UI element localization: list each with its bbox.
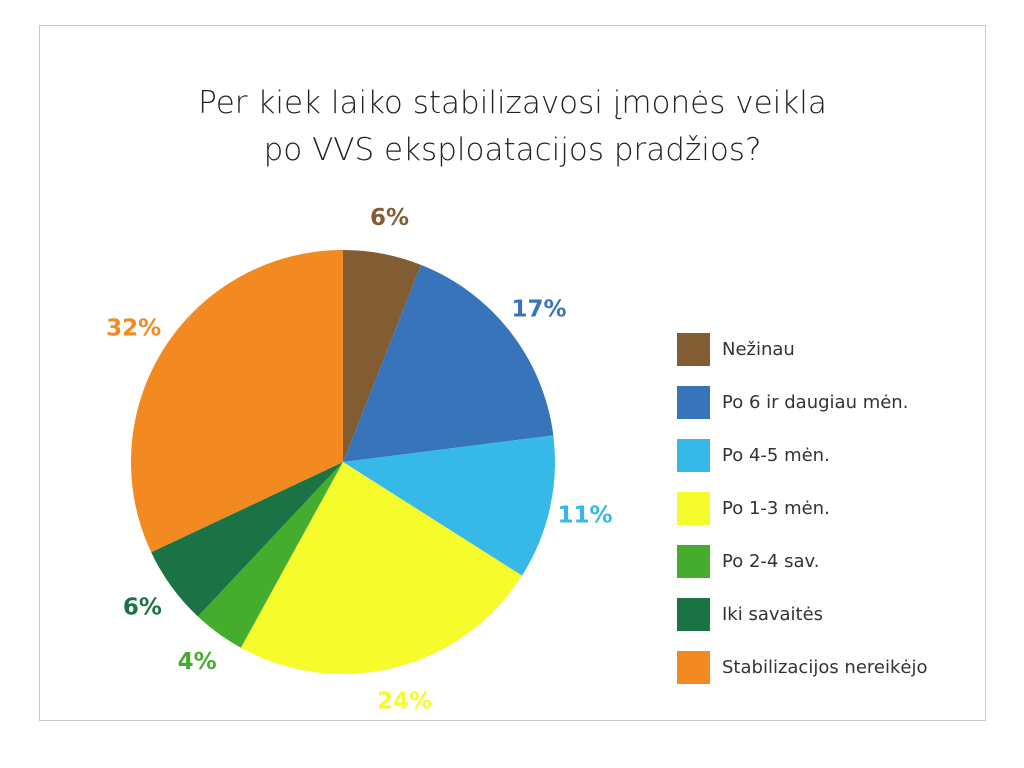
legend-label: Po 2-4 sav.	[722, 550, 820, 572]
legend-swatch	[677, 597, 710, 631]
legend-label: Iki savaitės	[722, 603, 824, 625]
pie-slice-label-5: 6%	[123, 594, 162, 620]
pie-slice-label-6: 32%	[106, 316, 161, 342]
legend-item-1: Po 6 ir daugiau mėn.	[677, 385, 908, 419]
pie-slice-label-1: 17%	[511, 297, 566, 323]
legend-swatch	[677, 385, 710, 419]
pie-slice-3	[240, 462, 522, 675]
pie-slice-label-3: 24%	[377, 689, 432, 715]
legend-swatch	[677, 491, 710, 525]
pie-slice-label-0: 6%	[370, 205, 409, 231]
legend-swatch	[677, 438, 710, 472]
legend-item-0: Nežinau	[677, 332, 795, 366]
chart-title-line-1: Per kiek laiko stabilizavosi įmonės veik…	[198, 85, 827, 121]
legend-item-6: Stabilizacijos nereikėjo	[677, 650, 928, 684]
legend-swatch	[677, 544, 710, 578]
pie-slice-6	[131, 250, 343, 553]
chart-title: Per kiek laiko stabilizavosi įmonės veik…	[39, 80, 986, 174]
legend-label: Stabilizacijos nereikėjo	[722, 656, 928, 678]
legend-label: Po 6 ir daugiau mėn.	[722, 391, 909, 413]
legend-swatch	[677, 332, 710, 366]
chart-title-line-2: po VVS eksploatacijos pradžios?	[263, 132, 762, 168]
legend-item-5: Iki savaitės	[677, 597, 823, 631]
legend-label: Po 1-3 mėn.	[722, 497, 830, 519]
legend-swatch	[677, 650, 710, 684]
legend-item-4: Po 2-4 sav.	[677, 544, 819, 578]
pie-slice-label-4: 4%	[178, 649, 217, 675]
pie-slice-5	[151, 462, 343, 617]
pie-slice-4	[197, 462, 343, 648]
pie-slice-0	[343, 250, 422, 462]
legend-label: Nežinau	[722, 338, 795, 360]
legend-item-2: Po 4-5 mėn.	[677, 438, 830, 472]
pie-slice-label-2: 11%	[557, 503, 612, 529]
legend-item-3: Po 1-3 mėn.	[677, 491, 830, 525]
legend-label: Po 4-5 mėn.	[722, 444, 830, 466]
pie-slice-1	[343, 264, 554, 462]
pie-slice-2	[343, 435, 556, 576]
